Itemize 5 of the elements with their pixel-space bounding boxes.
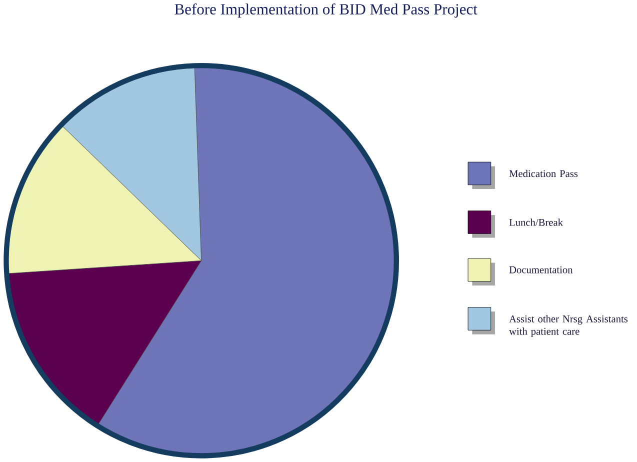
legend-label: Assist other Nrsg Assistants with patient care <box>509 315 628 337</box>
legend-label: Lunch/Break <box>509 218 564 226</box>
legend-label: Documentation <box>509 266 573 274</box>
legend-label: Medication Pass <box>509 170 578 178</box>
chart-title: Before Implementation of BID Med Pass Project <box>174 3 478 18</box>
